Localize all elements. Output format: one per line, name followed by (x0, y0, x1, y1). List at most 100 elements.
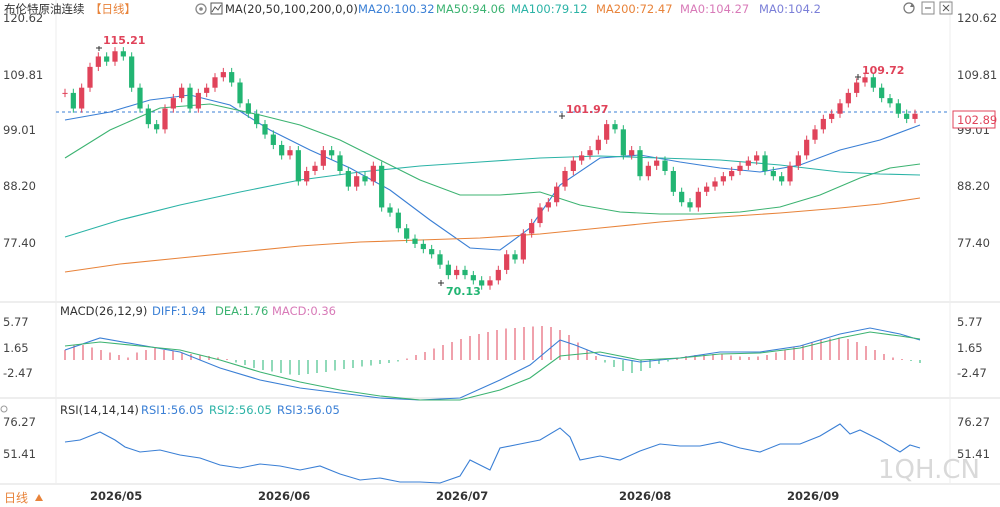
candle-body (254, 113, 260, 125)
svg-text:115.21: 115.21 (103, 34, 145, 47)
ma-legend-item: MA50:94.06 (436, 2, 505, 16)
candle-body (762, 155, 768, 171)
macd-tick-right: 5.77 (957, 315, 983, 329)
candle-body (712, 181, 718, 187)
close-icon[interactable] (939, 1, 953, 15)
candle-body (95, 56, 101, 67)
ma-label: MA(20,50,100,200,0,0) (225, 2, 358, 16)
candle-body (212, 77, 218, 88)
svg-text:101.97: 101.97 (566, 103, 608, 116)
crosshair-icon (0, 405, 8, 413)
candle-body (587, 150, 593, 156)
rsi-tick-left: 76.27 (3, 415, 36, 429)
candle-body (470, 275, 476, 281)
candle-body (837, 103, 843, 114)
candle-body (737, 165, 743, 171)
candle-body (429, 249, 435, 255)
candle-body (654, 160, 660, 166)
annotation-high1: 115.21 (96, 34, 145, 51)
date-label: 2026/09 (787, 489, 839, 503)
chart-title: 布伦特原油连续 (4, 2, 85, 16)
svg-text:日线: 日线 (4, 491, 28, 505)
candle-body (520, 233, 526, 260)
candle-body (895, 103, 901, 114)
candle-body (720, 176, 726, 182)
minus-icon[interactable] (921, 1, 935, 15)
macd-tick-left: -2.47 (3, 366, 33, 380)
ma-line (64, 197, 921, 273)
macd-tick-left: 1.65 (3, 341, 29, 355)
period-button[interactable]: 日线 (4, 491, 43, 505)
candle-body (287, 150, 293, 156)
candle-body (845, 92, 851, 104)
refresh-icon[interactable] (903, 2, 915, 14)
candle-body (479, 280, 485, 286)
candle-body (179, 87, 185, 99)
candle-body (354, 176, 360, 187)
annotation-high2: 101.97 (559, 103, 608, 119)
candle-body (437, 254, 443, 265)
rsi-line (64, 423, 921, 484)
period-label: 【日线】 (90, 2, 136, 16)
candle-body (337, 155, 343, 171)
annotation-high3: 109.72 (855, 64, 904, 80)
indicator-icon[interactable] (210, 2, 223, 15)
candle-body (304, 170, 310, 182)
rsi3-value: RSI3:56.05 (277, 403, 340, 417)
candle-body (779, 176, 785, 182)
watermark: 1QH.CN (878, 455, 980, 485)
ma-line (64, 103, 921, 215)
candle-body (704, 186, 710, 192)
candle-body (245, 103, 251, 114)
candle-body (745, 160, 751, 166)
price-tick-right: 77.40 (957, 236, 990, 250)
date-label: 2026/07 (436, 489, 488, 503)
macd-dea: DEA:1.76 (215, 304, 268, 318)
candle-body (187, 87, 193, 109)
last-price-label: 102.89 (957, 113, 997, 127)
candle-body (879, 87, 885, 99)
candle-body (129, 56, 135, 88)
annotation-low: 70.13 (438, 280, 481, 298)
candle-body (362, 176, 368, 182)
rsi-tick-left: 51.41 (3, 447, 36, 461)
candle-body (670, 170, 676, 192)
price-tick-left: 109.81 (3, 68, 43, 82)
candle-body (787, 165, 793, 182)
candle-body (804, 139, 810, 156)
ma-legend-item: MA0:104.27 (680, 2, 749, 16)
ma-legend-item: MA20:100.32 (358, 2, 435, 16)
candle-body (462, 269, 468, 276)
candle-body (162, 108, 168, 130)
price-tick-left: 77.40 (3, 236, 36, 250)
candle-body (112, 51, 118, 62)
candle-body (262, 124, 268, 135)
candle-body (820, 118, 826, 130)
candle-body (912, 113, 918, 119)
candle-body (345, 170, 351, 187)
svg-text:109.72: 109.72 (862, 64, 904, 77)
candle-body (387, 207, 393, 213)
candle-body (320, 150, 326, 166)
price-tick-left: 99.01 (3, 123, 36, 137)
price-tick-right: 109.81 (957, 68, 997, 82)
macd-diff: DIFF:1.94 (152, 304, 206, 318)
candle-body (545, 202, 551, 208)
candle-body (612, 124, 618, 130)
candle-body (862, 77, 868, 83)
rsi1-value: RSI1:56.05 (141, 403, 204, 417)
macd-tick-right: -2.47 (957, 366, 987, 380)
macd-tick-left: 5.77 (3, 315, 29, 329)
candle-body (795, 155, 801, 166)
rsi2-value: RSI2:56.05 (209, 403, 272, 417)
candle-body (537, 207, 543, 224)
svg-text:70.13: 70.13 (446, 285, 481, 298)
candle-body (487, 280, 493, 286)
settings-icon[interactable] (195, 3, 207, 15)
candle-body (770, 170, 776, 177)
candle-body (579, 155, 585, 161)
price-tick-left: 120.62 (3, 11, 43, 25)
rsi-tick-right: 51.41 (957, 447, 990, 461)
